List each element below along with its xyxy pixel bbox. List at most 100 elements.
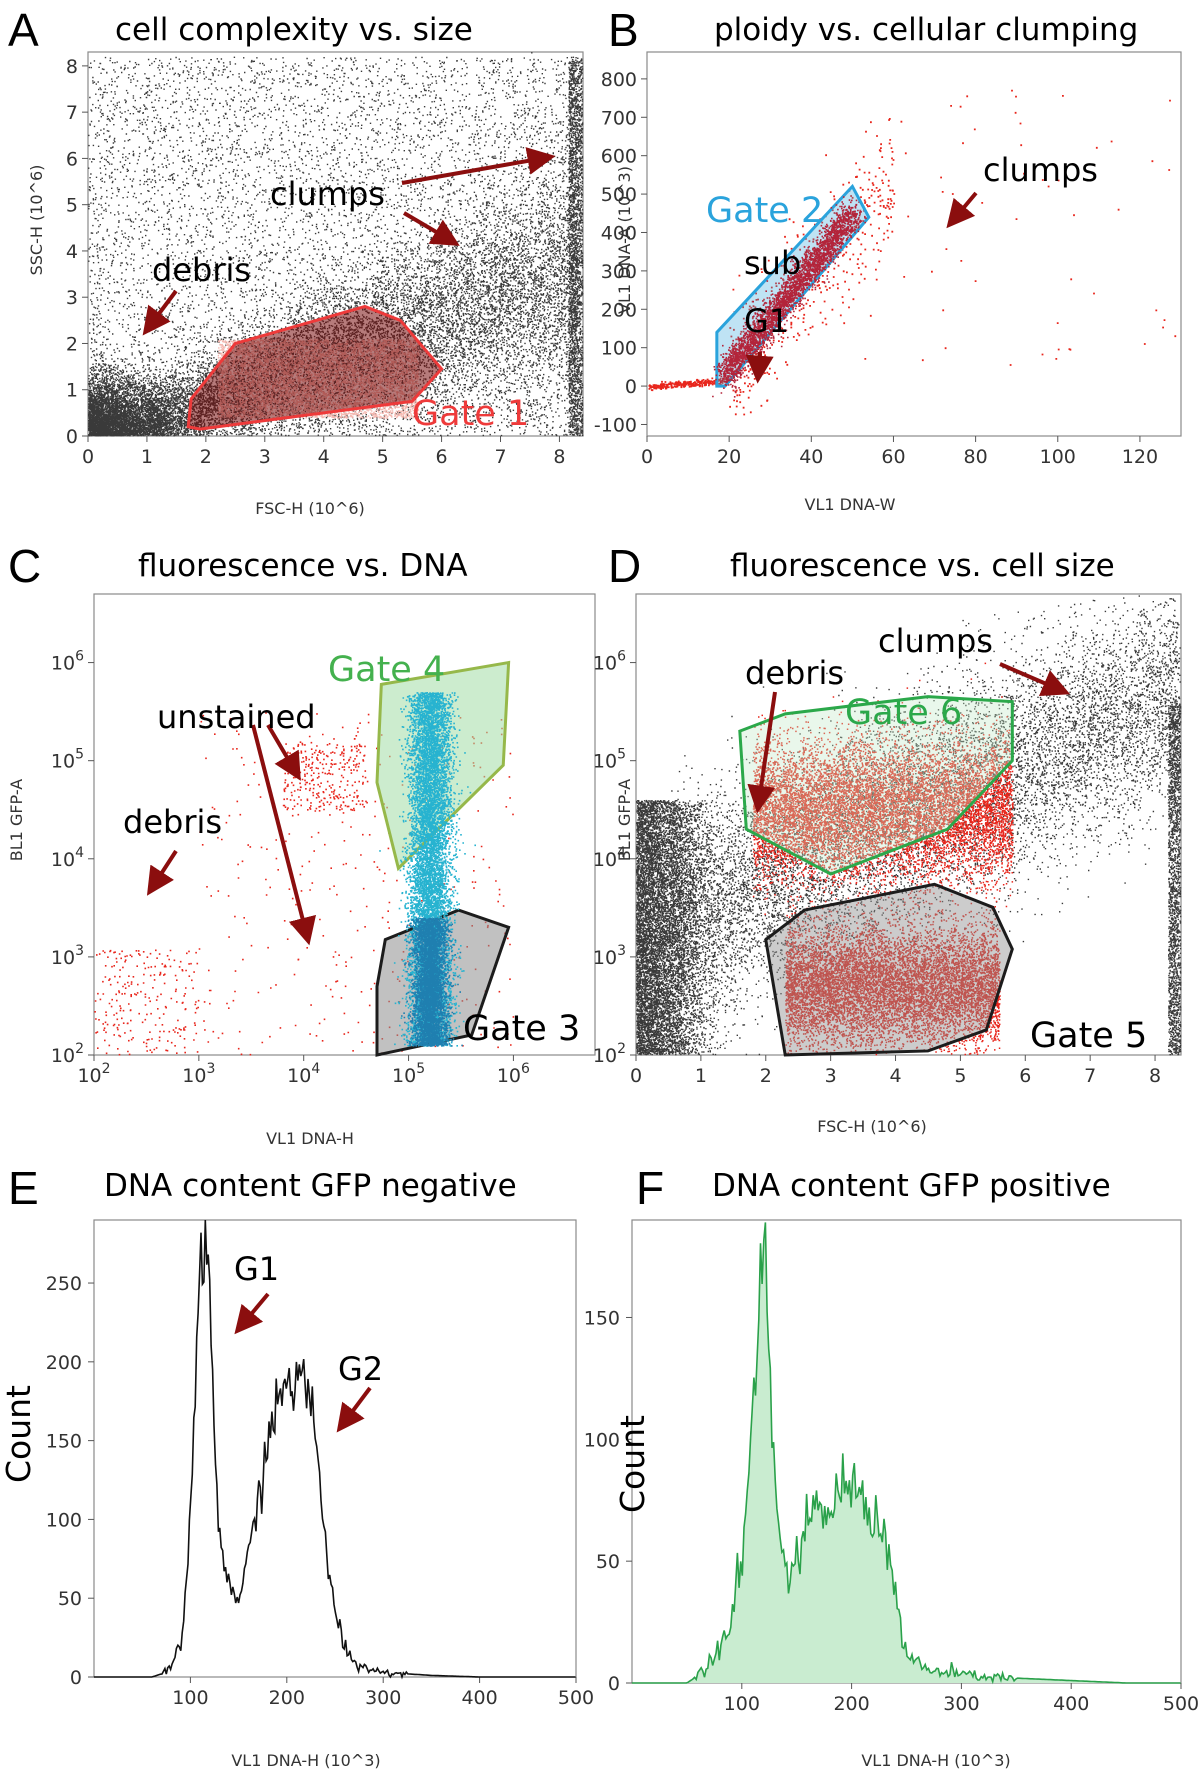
y-tick-label: 100 bbox=[601, 338, 637, 360]
annotation-clumps-d: clumps bbox=[878, 622, 993, 660]
y-tick-label: 105 bbox=[51, 747, 84, 773]
y-tick-label: 800 bbox=[601, 69, 637, 91]
annotation-clumps-a: clumps bbox=[270, 175, 385, 213]
panel-a-arrows bbox=[142, 147, 556, 336]
dots-d-red bbox=[752, 662, 1014, 1056]
x-tick-label: 106 bbox=[497, 1061, 530, 1087]
panel-f-ylabel: Count bbox=[613, 1415, 652, 1513]
x-tick-label: 0 bbox=[641, 446, 653, 468]
x-tick-label: 100 bbox=[172, 1687, 208, 1709]
gate-3-label: Gate 3 bbox=[463, 1009, 580, 1049]
y-tick-label: 105 bbox=[593, 747, 626, 773]
y-tick-label: 0 bbox=[66, 426, 78, 448]
panel-b-letter: B bbox=[608, 4, 639, 56]
x-tick-label: 120 bbox=[1122, 446, 1158, 468]
y-tick-label: 103 bbox=[51, 943, 84, 969]
annotation-g1-b: G1 bbox=[744, 302, 789, 340]
dots-b-gated-points bbox=[712, 196, 867, 398]
y-tick-label: 400 bbox=[601, 222, 637, 244]
panel-f-title: DNA content GFP positive bbox=[712, 1168, 1111, 1204]
x-tick-label: 3 bbox=[825, 1065, 837, 1087]
x-tick-label: 2 bbox=[760, 1065, 772, 1087]
y-tick-label: 102 bbox=[593, 1041, 626, 1067]
y-tick-label: 103 bbox=[593, 943, 626, 969]
x-tick-label: 40 bbox=[799, 446, 823, 468]
x-tick-label: 8 bbox=[553, 446, 565, 468]
panel-e-xlabel: VL1 DNA-H (10^3) bbox=[231, 1751, 380, 1770]
panel-d-ylabel: BL1 GFP-A bbox=[615, 779, 634, 861]
y-tick-label: 600 bbox=[601, 146, 637, 168]
panel-f: F DNA content GFP positive 100 200 300 400 5… bbox=[584, 1162, 1199, 1770]
y-tick-label: 150 bbox=[584, 1307, 620, 1329]
panel-f-xlabel: VL1 DNA-H (10^3) bbox=[861, 1751, 1010, 1770]
panel-b-xlabel: VL1 DNA-W bbox=[805, 495, 896, 514]
annotation-clumps-b: clumps bbox=[983, 151, 1098, 189]
y-tick-label: 102 bbox=[51, 1041, 84, 1067]
dots-a bbox=[88, 52, 584, 437]
x-tick-label: 60 bbox=[881, 446, 905, 468]
panel-e-ylabel: Count bbox=[0, 1385, 38, 1483]
panel-f-letter: F bbox=[636, 1162, 664, 1214]
histogram-area-F bbox=[632, 1222, 1181, 1683]
x-tick-label: 7 bbox=[494, 446, 506, 468]
gate-6-label: Gate 6 bbox=[845, 693, 962, 733]
dots-c-red-points bbox=[94, 712, 515, 1056]
x-tick-label: 500 bbox=[1163, 1693, 1199, 1715]
panel-c-xlabel: VL1 DNA-H bbox=[266, 1129, 354, 1148]
plot-frame-F bbox=[631, 1219, 1182, 1684]
x-tick-label: 3 bbox=[259, 446, 271, 468]
panel-b-arrows bbox=[745, 191, 978, 384]
plot-frame-D bbox=[635, 593, 1182, 1056]
y-tick-label: 3 bbox=[66, 287, 78, 309]
y-tick-label: 0 bbox=[608, 1673, 620, 1695]
x-tick-label: 100 bbox=[1040, 446, 1076, 468]
panel-d: D fluorescence vs. cell size 0 1 2 3 4 5 6 7 8 10… bbox=[593, 540, 1182, 1136]
x-tick-label: 1 bbox=[695, 1065, 707, 1087]
y-tick-label: 104 bbox=[51, 845, 84, 871]
x-tick-label: 1 bbox=[141, 446, 153, 468]
x-tick-label: 5 bbox=[954, 1065, 966, 1087]
dots-b-points bbox=[648, 89, 1177, 416]
x-tick-label: 200 bbox=[269, 1687, 305, 1709]
y-tick-label: 5 bbox=[66, 195, 78, 217]
dots-a-points bbox=[88, 52, 584, 437]
annotation-debris-d: debris bbox=[745, 654, 844, 692]
x-tick-label: 6 bbox=[436, 446, 448, 468]
panel-c-arrows bbox=[146, 723, 317, 946]
plot-frame-E bbox=[93, 1219, 577, 1678]
x-tick-label: 20 bbox=[717, 446, 741, 468]
annotation-sub: sub bbox=[744, 244, 801, 282]
y-tick-label: 106 bbox=[593, 649, 626, 675]
x-tick-label: 400 bbox=[461, 1687, 497, 1709]
x-tick-label: 5 bbox=[377, 446, 389, 468]
y-tick-label: 106 bbox=[51, 649, 84, 675]
y-tick-label: 250 bbox=[46, 1273, 82, 1295]
panel-a-letter: A bbox=[8, 4, 39, 56]
x-tick-label: 300 bbox=[365, 1687, 401, 1709]
panel-e-letter: E bbox=[8, 1162, 39, 1214]
panel-a-title: cell complexity vs. size bbox=[115, 12, 473, 48]
x-tick-label: 0 bbox=[630, 1065, 642, 1087]
y-tick-label: 50 bbox=[596, 1551, 620, 1573]
plot-frame-B bbox=[646, 51, 1182, 437]
panel-c-plot: 102 103 104 105 106 102 103 104 105 106 bbox=[51, 593, 596, 1087]
y-tick-label: 6 bbox=[66, 148, 78, 170]
panel-b-title: ploidy vs. cellular clumping bbox=[714, 12, 1138, 48]
y-tick-label: 104 bbox=[593, 845, 626, 871]
y-tick-label: 200 bbox=[46, 1352, 82, 1374]
x-tick-label: 0 bbox=[82, 446, 94, 468]
x-tick-label: 8 bbox=[1149, 1065, 1161, 1087]
panel-a-ylabel: SSC-H (10^6) bbox=[27, 165, 46, 276]
panel-f-plot: 100 200 300 400 500 0 50 100 150 bbox=[584, 1219, 1199, 1715]
dots-b bbox=[648, 89, 1177, 416]
y-tick-label: 7 bbox=[66, 102, 78, 124]
x-tick-label: 300 bbox=[943, 1693, 979, 1715]
panel-d-title: fluorescence vs. cell size bbox=[730, 548, 1115, 584]
y-tick-label: 1 bbox=[66, 380, 78, 402]
x-tick-label: 4 bbox=[889, 1065, 901, 1087]
y-tick-label: 500 bbox=[601, 184, 637, 206]
x-tick-label: 104 bbox=[287, 1061, 320, 1087]
panel-d-letter: D bbox=[608, 540, 641, 592]
dots-d-red-points bbox=[752, 662, 1014, 1056]
